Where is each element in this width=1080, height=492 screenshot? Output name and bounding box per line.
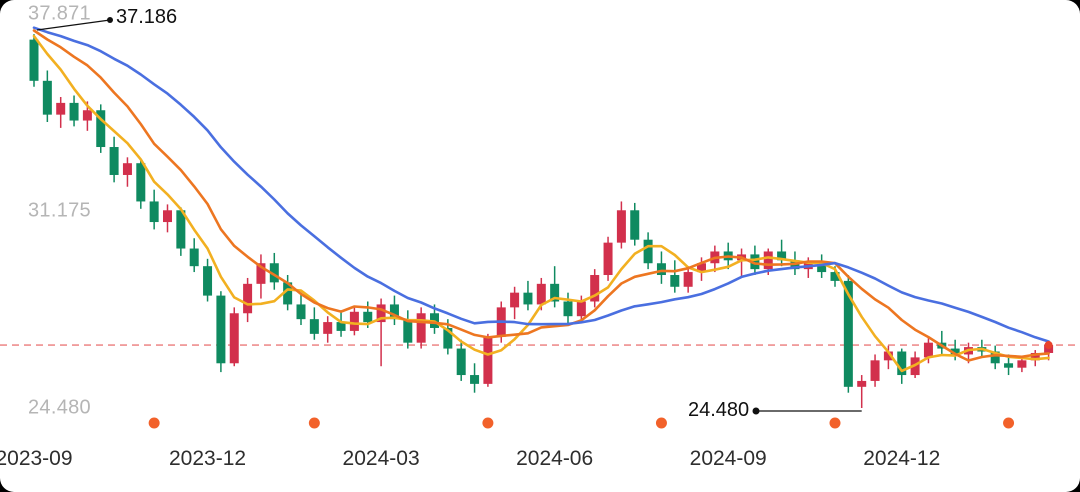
event-marker-dot[interactable]: [655, 417, 667, 429]
candle-body: [363, 311, 373, 323]
candle-body: [697, 263, 706, 273]
candle-body: [510, 292, 520, 308]
candle-body: [256, 263, 266, 284]
candle-body: [923, 342, 933, 358]
candle-body: [456, 348, 466, 376]
y-axis-label-max: 37.871: [28, 2, 91, 25]
x-axis-tick-2024-03: 2024-03: [342, 447, 420, 470]
candle-body: [643, 239, 653, 264]
y-axis-label-mid: 31.175: [28, 199, 91, 222]
candle-body: [56, 102, 66, 115]
candle-body: [109, 147, 119, 175]
candle-body: [777, 251, 787, 261]
candle-body: [149, 201, 159, 223]
candle-body: [96, 110, 106, 148]
candle-body: [323, 322, 333, 334]
candle-body: [403, 319, 413, 343]
ma-line-ma5: [32, 34, 1050, 373]
candle-body: [389, 304, 399, 320]
y-axis-label-min: 24.480: [28, 396, 91, 419]
candle-body: [336, 322, 346, 331]
high-annotation-dot: [107, 17, 113, 23]
candle-body: [189, 248, 199, 267]
candle-body: [216, 295, 226, 364]
candle-body: [136, 163, 146, 202]
candle-body: [163, 210, 172, 223]
x-axis-tick-2023-12: 2023-12: [169, 447, 247, 470]
candle-body: [203, 266, 213, 296]
candle-body: [1004, 363, 1014, 368]
candle-body: [376, 304, 386, 323]
candle-body: [550, 283, 560, 302]
candle-body: [296, 304, 306, 320]
candle-body: [630, 210, 640, 240]
x-axis-tick-2024-06: 2024-06: [516, 447, 594, 470]
candle-body: [843, 280, 853, 387]
event-marker-dot[interactable]: [1003, 417, 1015, 429]
candle-body: [817, 263, 827, 273]
x-axis-tick-2024-09: 2024-09: [689, 447, 767, 470]
candle-body: [883, 351, 893, 361]
candle-body: [122, 163, 132, 175]
candle-body: [176, 210, 186, 249]
event-marker-dot[interactable]: [482, 417, 494, 429]
candle-body: [656, 263, 666, 276]
low-annotation-dot: [752, 407, 760, 415]
candle-body: [750, 254, 760, 270]
high-annotation-connector: [36, 19, 111, 31]
candle-body: [576, 301, 586, 317]
candle-body: [763, 251, 773, 270]
x-axis-tick-2024-12: 2024-12: [863, 447, 941, 470]
candle-body: [616, 210, 626, 243]
candle-body: [830, 272, 840, 281]
candle-body: [29, 39, 39, 81]
high-price-annotation: 37.186: [116, 6, 178, 28]
candle-body: [990, 351, 1000, 364]
candle-body: [870, 360, 880, 381]
candle-body: [42, 80, 52, 115]
candle-body: [349, 311, 359, 331]
ma-line-ma20: [32, 26, 1050, 343]
candle-body: [1030, 352, 1040, 361]
candle-body: [229, 313, 239, 364]
event-marker-dot[interactable]: [308, 417, 320, 429]
candle-body: [1017, 360, 1027, 368]
candle-body: [470, 375, 480, 384]
candle-body: [950, 348, 960, 355]
event-marker-dot[interactable]: [829, 417, 841, 429]
candle-body: [309, 319, 319, 334]
candle-body: [536, 283, 546, 305]
candle-body: [82, 110, 92, 121]
candle-body: [603, 242, 613, 276]
candle-body: [69, 102, 79, 121]
ma-line-ma10: [32, 29, 1050, 362]
candle-body: [269, 263, 279, 283]
low-price-annotation: 24.480: [688, 399, 750, 421]
candle-body: [590, 275, 600, 302]
candle-body: [683, 272, 693, 287]
candle-body: [243, 283, 253, 314]
x-axis-tick-2023-09: 2023-09: [0, 447, 73, 470]
event-marker-dot[interactable]: [148, 417, 160, 429]
candle-body: [283, 282, 293, 305]
last-price-dot: [1044, 341, 1053, 350]
candle-body: [443, 327, 453, 349]
candle-body: [670, 275, 680, 287]
candle-body: [897, 351, 907, 376]
candle-body: [857, 380, 867, 387]
candle-body: [483, 336, 493, 384]
candle-body: [416, 313, 426, 343]
candle-body: [563, 301, 573, 317]
candle-body: [523, 292, 533, 305]
